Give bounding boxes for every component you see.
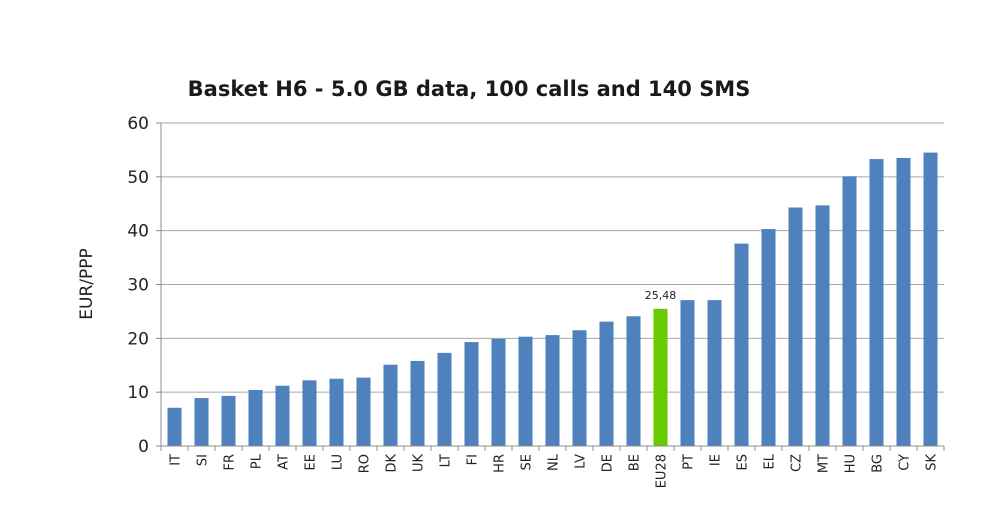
bar-bg	[869, 159, 884, 446]
x-tick-label: EU28	[655, 454, 670, 488]
x-tick-label: LU	[331, 454, 346, 470]
axes	[160, 123, 944, 447]
x-tick-label: EL	[763, 453, 778, 469]
x-tick-label: PT	[682, 454, 697, 470]
y-tick-label: 50	[127, 168, 149, 188]
x-tick-label: BE	[628, 454, 643, 471]
bar-si	[194, 398, 209, 446]
bar-el	[761, 229, 776, 446]
bar-es	[734, 243, 749, 446]
y-tick-label: 30	[127, 276, 149, 296]
x-tick-label: RO	[358, 454, 373, 473]
bar-hr	[491, 338, 506, 446]
x-tick-label: PL	[250, 453, 265, 469]
x-tick-label: HU	[844, 454, 859, 473]
x-tick-label: DK	[385, 454, 400, 473]
bar-lu	[329, 378, 344, 446]
x-tick-label: EE	[304, 454, 319, 470]
bar-at	[275, 385, 290, 446]
bar-mt	[815, 205, 830, 446]
x-tick-label: SK	[925, 454, 940, 471]
x-tick-label: UK	[412, 454, 427, 473]
bar-fi	[464, 342, 479, 446]
chart-title: Basket H6 - 5.0 GB data, 100 calls and 1…	[188, 77, 751, 101]
data-labels: 25,48	[645, 289, 677, 302]
y-tick-label: 10	[127, 383, 149, 403]
bar-lv	[572, 330, 587, 446]
x-tick-label: SE	[520, 454, 535, 470]
x-tick-label: BG	[871, 454, 886, 473]
x-tick-label: CY	[898, 454, 913, 471]
x-tick-label: IE	[709, 454, 724, 466]
x-tick-label: CZ	[790, 454, 805, 472]
x-tick-label: HR	[493, 454, 508, 473]
gridlines	[161, 122, 944, 393]
bar-uk	[410, 360, 425, 446]
x-tick-label: FI	[466, 454, 481, 465]
bar-be	[626, 316, 641, 446]
x-tick-label: MT	[817, 454, 832, 473]
bar-eu28	[653, 308, 668, 446]
x-tick-label: LT	[439, 454, 454, 467]
y-tick-label: 40	[127, 222, 149, 242]
bar-de	[599, 321, 614, 446]
x-tick-label: LV	[574, 454, 589, 469]
bar-ro	[356, 377, 371, 446]
y-axis-label: EUR/PPP	[77, 248, 97, 319]
bar-it	[167, 407, 182, 446]
data-label-eu28: 25,48	[645, 289, 677, 302]
x-tick-label: AT	[277, 454, 292, 470]
bar-sk	[923, 152, 938, 446]
bars	[167, 152, 938, 447]
bar-se	[518, 336, 533, 446]
x-tick-label: FR	[223, 454, 238, 471]
bar-dk	[383, 364, 398, 446]
bar-pt	[680, 300, 695, 446]
x-tick-label: DE	[601, 454, 616, 472]
bar-ee	[302, 380, 317, 446]
bar-hu	[842, 176, 857, 447]
bar-fr	[221, 395, 236, 446]
bar-lt	[437, 352, 452, 446]
x-tick-label: ES	[736, 454, 751, 470]
bar-cz	[788, 207, 803, 446]
bar-pl	[248, 390, 263, 446]
y-tick-label: 0	[138, 437, 149, 457]
x-tick-label: NL	[547, 453, 562, 471]
y-axis-ticks: 0 10 20 30 40 50 60	[127, 114, 161, 457]
x-tick-label: IT	[169, 454, 184, 466]
bar-cy	[896, 157, 911, 446]
bar-nl	[545, 335, 560, 446]
bar-ie	[707, 300, 722, 446]
y-tick-label: 20	[127, 329, 149, 349]
x-axis-ticks: IT SI FR PL AT EE LU RO DK UK LT FI HR SE NL LV DE BE EU28…	[160, 446, 945, 488]
x-tick-label: SI	[196, 454, 211, 466]
y-tick-label: 60	[127, 114, 149, 134]
